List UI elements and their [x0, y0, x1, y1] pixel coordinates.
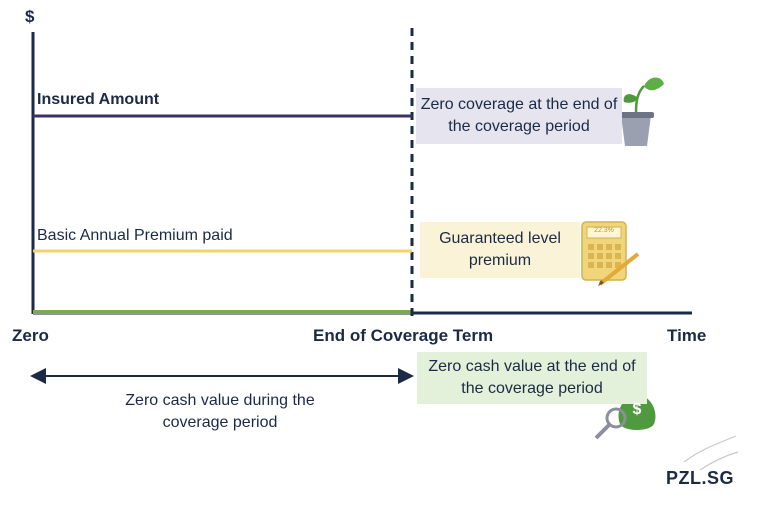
site-logo: PZL.SG	[666, 468, 735, 488]
y-axis-label: $	[25, 7, 35, 26]
x-axis-label: Time	[667, 326, 707, 345]
x-start-label: Zero	[12, 326, 49, 345]
coverage-note-box: Zero coverage at the end of the coverage…	[416, 88, 622, 144]
x-mid-label: End of Coverage Term	[313, 326, 494, 345]
magnifier-icon	[594, 407, 627, 440]
premium-note: Guaranteed level premium	[439, 230, 561, 269]
calculator-display: 22.3%	[594, 227, 614, 234]
calculator-icon	[581, 221, 640, 286]
plant-pot-icon	[618, 77, 664, 146]
decorative-swoosh	[683, 435, 739, 471]
premium-label: Basic Annual Premium paid	[37, 227, 233, 244]
cash-period-note: Zero cash value during the coverage peri…	[125, 392, 315, 431]
money-bag-symbol: $	[632, 401, 642, 418]
premium-note-box: Guaranteed level premium	[420, 222, 580, 278]
insured-amount-label: Insured Amount	[37, 91, 160, 108]
cash-value-note: Zero cash value at the end of the covera…	[428, 358, 636, 397]
cash-value-note-box: Zero cash value at the end of the covera…	[417, 352, 647, 404]
coverage-note: Zero coverage at the end of the coverage…	[420, 96, 618, 135]
